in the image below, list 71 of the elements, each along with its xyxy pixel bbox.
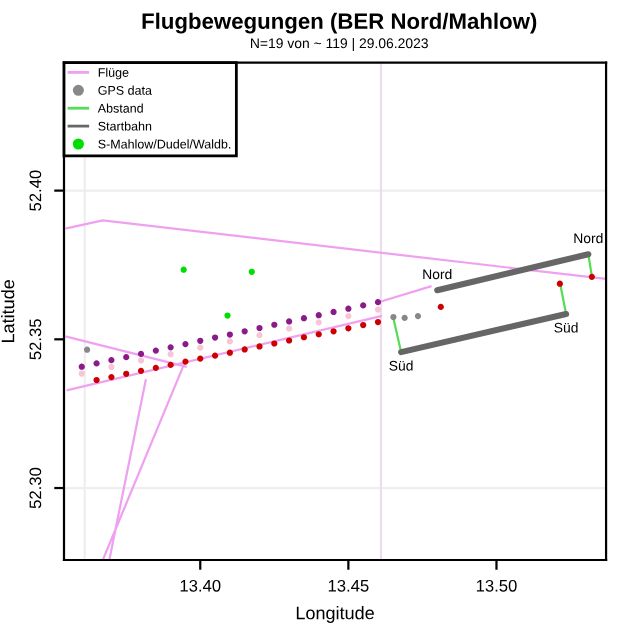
point xyxy=(300,315,308,322)
point xyxy=(300,334,308,341)
point xyxy=(84,346,91,353)
point xyxy=(137,357,145,364)
point xyxy=(588,273,595,280)
point xyxy=(137,367,145,374)
point xyxy=(167,344,174,351)
point xyxy=(414,313,422,320)
point xyxy=(437,303,444,311)
point xyxy=(197,355,204,362)
point xyxy=(330,308,337,316)
point xyxy=(315,331,322,338)
chart-title: Flugbewegungen (BER Nord/Mahlow) xyxy=(142,12,537,34)
y-tick-label: 52.35 xyxy=(29,319,42,360)
point xyxy=(256,324,263,332)
x-tick-label: 13.40 xyxy=(180,579,221,592)
point xyxy=(93,376,100,384)
x-axis-title: Longitude xyxy=(296,606,374,623)
point xyxy=(360,321,367,329)
point xyxy=(226,331,233,338)
point xyxy=(345,305,352,312)
point xyxy=(271,340,278,347)
point xyxy=(345,313,352,320)
point xyxy=(180,266,187,273)
point xyxy=(167,351,174,358)
point xyxy=(241,328,248,335)
point xyxy=(197,344,204,351)
point xyxy=(256,343,263,350)
point xyxy=(315,312,322,319)
point xyxy=(374,318,382,326)
point xyxy=(182,358,189,365)
point xyxy=(167,361,174,368)
y-tick-label: 52.40 xyxy=(29,170,42,211)
point xyxy=(374,306,382,313)
point xyxy=(256,332,263,339)
point xyxy=(78,363,85,370)
point xyxy=(197,337,204,344)
point xyxy=(286,318,293,325)
point xyxy=(78,370,85,377)
point xyxy=(108,363,115,371)
point xyxy=(226,338,233,345)
point xyxy=(330,328,337,335)
point xyxy=(271,321,278,328)
point xyxy=(211,334,219,341)
point xyxy=(226,349,233,356)
point xyxy=(360,302,367,309)
point xyxy=(401,314,408,322)
point xyxy=(137,350,145,357)
point xyxy=(108,357,115,364)
point xyxy=(286,337,293,344)
point xyxy=(123,354,130,361)
point xyxy=(224,312,231,319)
x-tick-label: 13.50 xyxy=(476,579,517,592)
point xyxy=(345,325,352,332)
point xyxy=(182,340,189,348)
point xyxy=(241,346,248,353)
point xyxy=(286,325,293,332)
point xyxy=(152,347,159,354)
y-axis-title: Latitude xyxy=(1,280,15,342)
point xyxy=(93,360,100,367)
point xyxy=(390,313,397,321)
point xyxy=(374,299,382,306)
y-tick-label: 52.30 xyxy=(29,467,42,509)
point xyxy=(123,370,130,377)
point xyxy=(108,373,115,381)
point xyxy=(315,319,322,326)
x-tick-label: 13.45 xyxy=(328,579,369,592)
point xyxy=(152,364,159,371)
point xyxy=(211,352,219,359)
point xyxy=(248,268,255,275)
point xyxy=(556,280,563,287)
